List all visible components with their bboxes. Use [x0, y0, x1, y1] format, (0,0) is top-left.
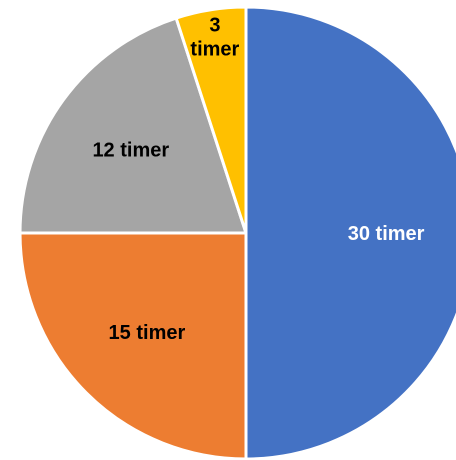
pie-data-labels: 30 timer 15 timer 12 timer 3 timer	[92, 15, 424, 345]
pie-label-4: 3 timer	[190, 15, 239, 61]
pie-slice-3	[18, 16, 248, 235]
pie-slice-4	[174, 5, 248, 235]
pie-slice-2	[18, 231, 248, 460]
pie-label-1: 30 timer	[348, 223, 425, 245]
pie-label-3: 12 timer	[92, 139, 169, 161]
pie-label-2: 15 timer	[109, 322, 186, 344]
pie-slices	[18, 5, 456, 460]
pie-slice-1	[244, 5, 456, 460]
